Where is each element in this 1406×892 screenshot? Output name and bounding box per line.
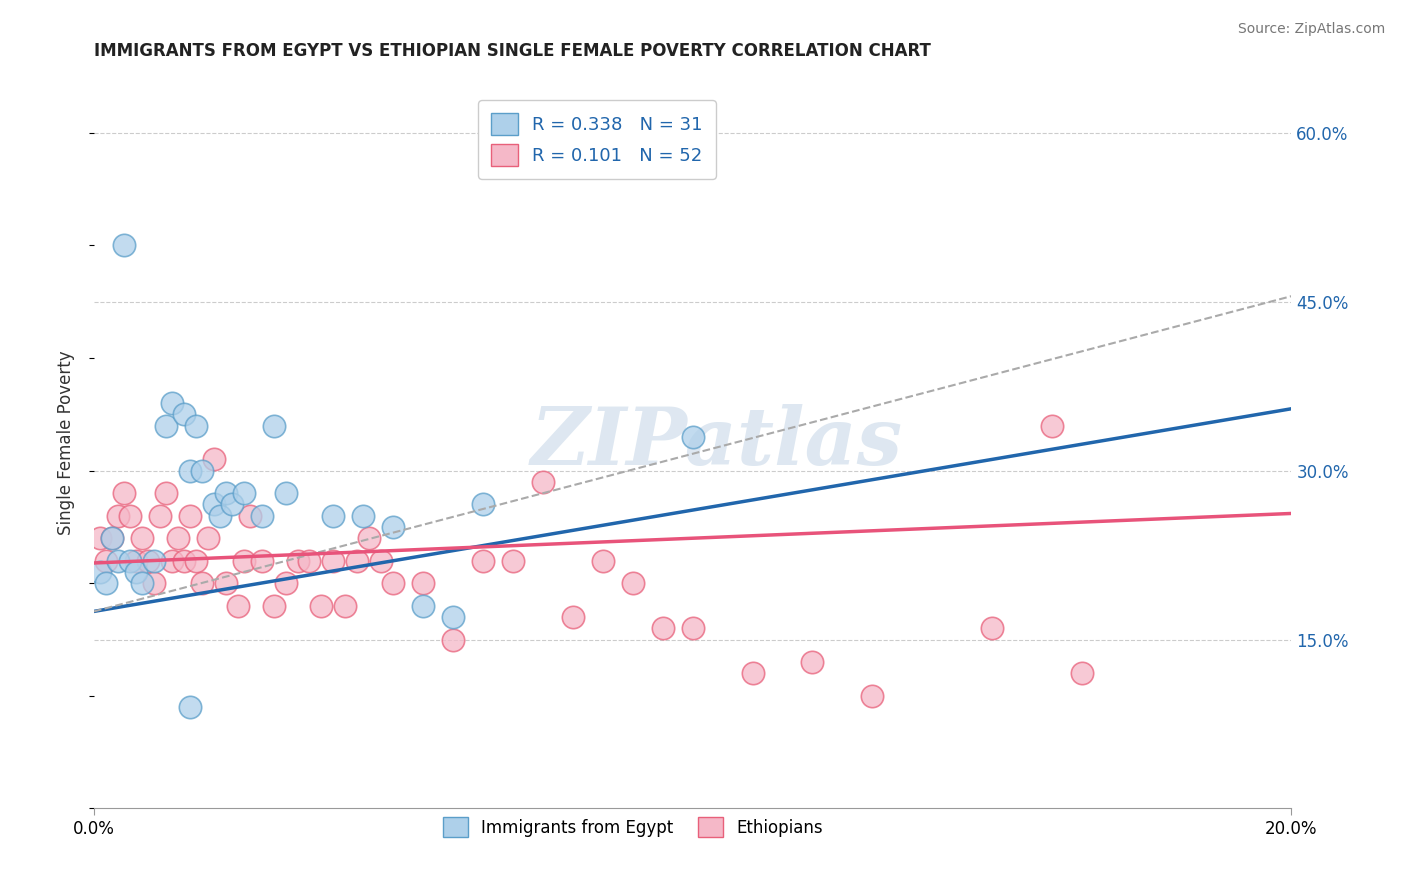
Point [125, 565, 148, 579]
Point [860, 689, 883, 703]
Point [173, 554, 195, 568]
Point [232, 554, 254, 568]
Point [179, 700, 201, 714]
Point [274, 486, 297, 500]
Point [274, 576, 297, 591]
Point [621, 576, 644, 591]
Point [981, 621, 1004, 635]
Point [346, 554, 368, 568]
Point [107, 554, 129, 568]
Point [311, 599, 333, 613]
Point [298, 554, 321, 568]
Point [89, 565, 111, 579]
Point [112, 486, 135, 500]
Point [239, 508, 262, 523]
Point [502, 554, 524, 568]
Point [112, 238, 135, 252]
Point [107, 508, 129, 523]
Point [382, 520, 405, 534]
Point [221, 498, 243, 512]
Point [441, 610, 464, 624]
Point [472, 498, 495, 512]
Point [142, 576, 165, 591]
Y-axis label: Single Female Poverty: Single Female Poverty [58, 351, 75, 535]
Point [208, 508, 231, 523]
Point [359, 531, 381, 545]
Point [190, 576, 212, 591]
Point [352, 508, 374, 523]
Point [263, 418, 285, 433]
Point [370, 554, 392, 568]
Text: ZIPatlas: ZIPatlas [530, 404, 903, 482]
Point [142, 554, 165, 568]
Text: Source: ZipAtlas.com: Source: ZipAtlas.com [1237, 22, 1385, 37]
Point [335, 599, 357, 613]
Point [184, 554, 207, 568]
Point [184, 418, 207, 433]
Point [682, 621, 704, 635]
Point [190, 464, 212, 478]
Point [232, 486, 254, 500]
Point [592, 554, 614, 568]
Point [651, 621, 673, 635]
Point [441, 632, 464, 647]
Point [531, 475, 554, 489]
Point [131, 531, 153, 545]
Point [160, 396, 183, 410]
Point [155, 486, 177, 500]
Point [118, 554, 141, 568]
Point [382, 576, 405, 591]
Point [412, 599, 434, 613]
Text: IMMIGRANTS FROM EGYPT VS ETHIOPIAN SINGLE FEMALE POVERTY CORRELATION CHART: IMMIGRANTS FROM EGYPT VS ETHIOPIAN SINGL… [94, 42, 931, 60]
Point [149, 508, 172, 523]
Point [741, 666, 763, 681]
Point [682, 430, 704, 444]
Point [250, 554, 273, 568]
Point [160, 554, 183, 568]
Point [173, 408, 195, 422]
Point [561, 610, 583, 624]
Point [214, 486, 236, 500]
Point [250, 508, 273, 523]
Point [214, 576, 236, 591]
Point [136, 554, 159, 568]
Point [322, 508, 344, 523]
Point [179, 508, 201, 523]
Point [101, 531, 124, 545]
Point [412, 576, 434, 591]
Point [322, 554, 344, 568]
Legend: Immigrants from Egypt, Ethiopians: Immigrants from Egypt, Ethiopians [436, 810, 830, 844]
Point [94, 576, 117, 591]
Point [226, 599, 249, 613]
Point [118, 508, 141, 523]
Point [287, 554, 309, 568]
Point [94, 554, 117, 568]
Point [472, 554, 495, 568]
Point [179, 464, 201, 478]
Point [89, 531, 111, 545]
Point [155, 418, 177, 433]
Point [131, 576, 153, 591]
Point [1040, 418, 1063, 433]
Point [101, 531, 124, 545]
Point [166, 531, 188, 545]
Point [125, 554, 148, 568]
Point [197, 531, 219, 545]
Point [202, 498, 225, 512]
Point [1070, 666, 1092, 681]
Point [202, 452, 225, 467]
Point [263, 599, 285, 613]
Point [801, 655, 824, 669]
